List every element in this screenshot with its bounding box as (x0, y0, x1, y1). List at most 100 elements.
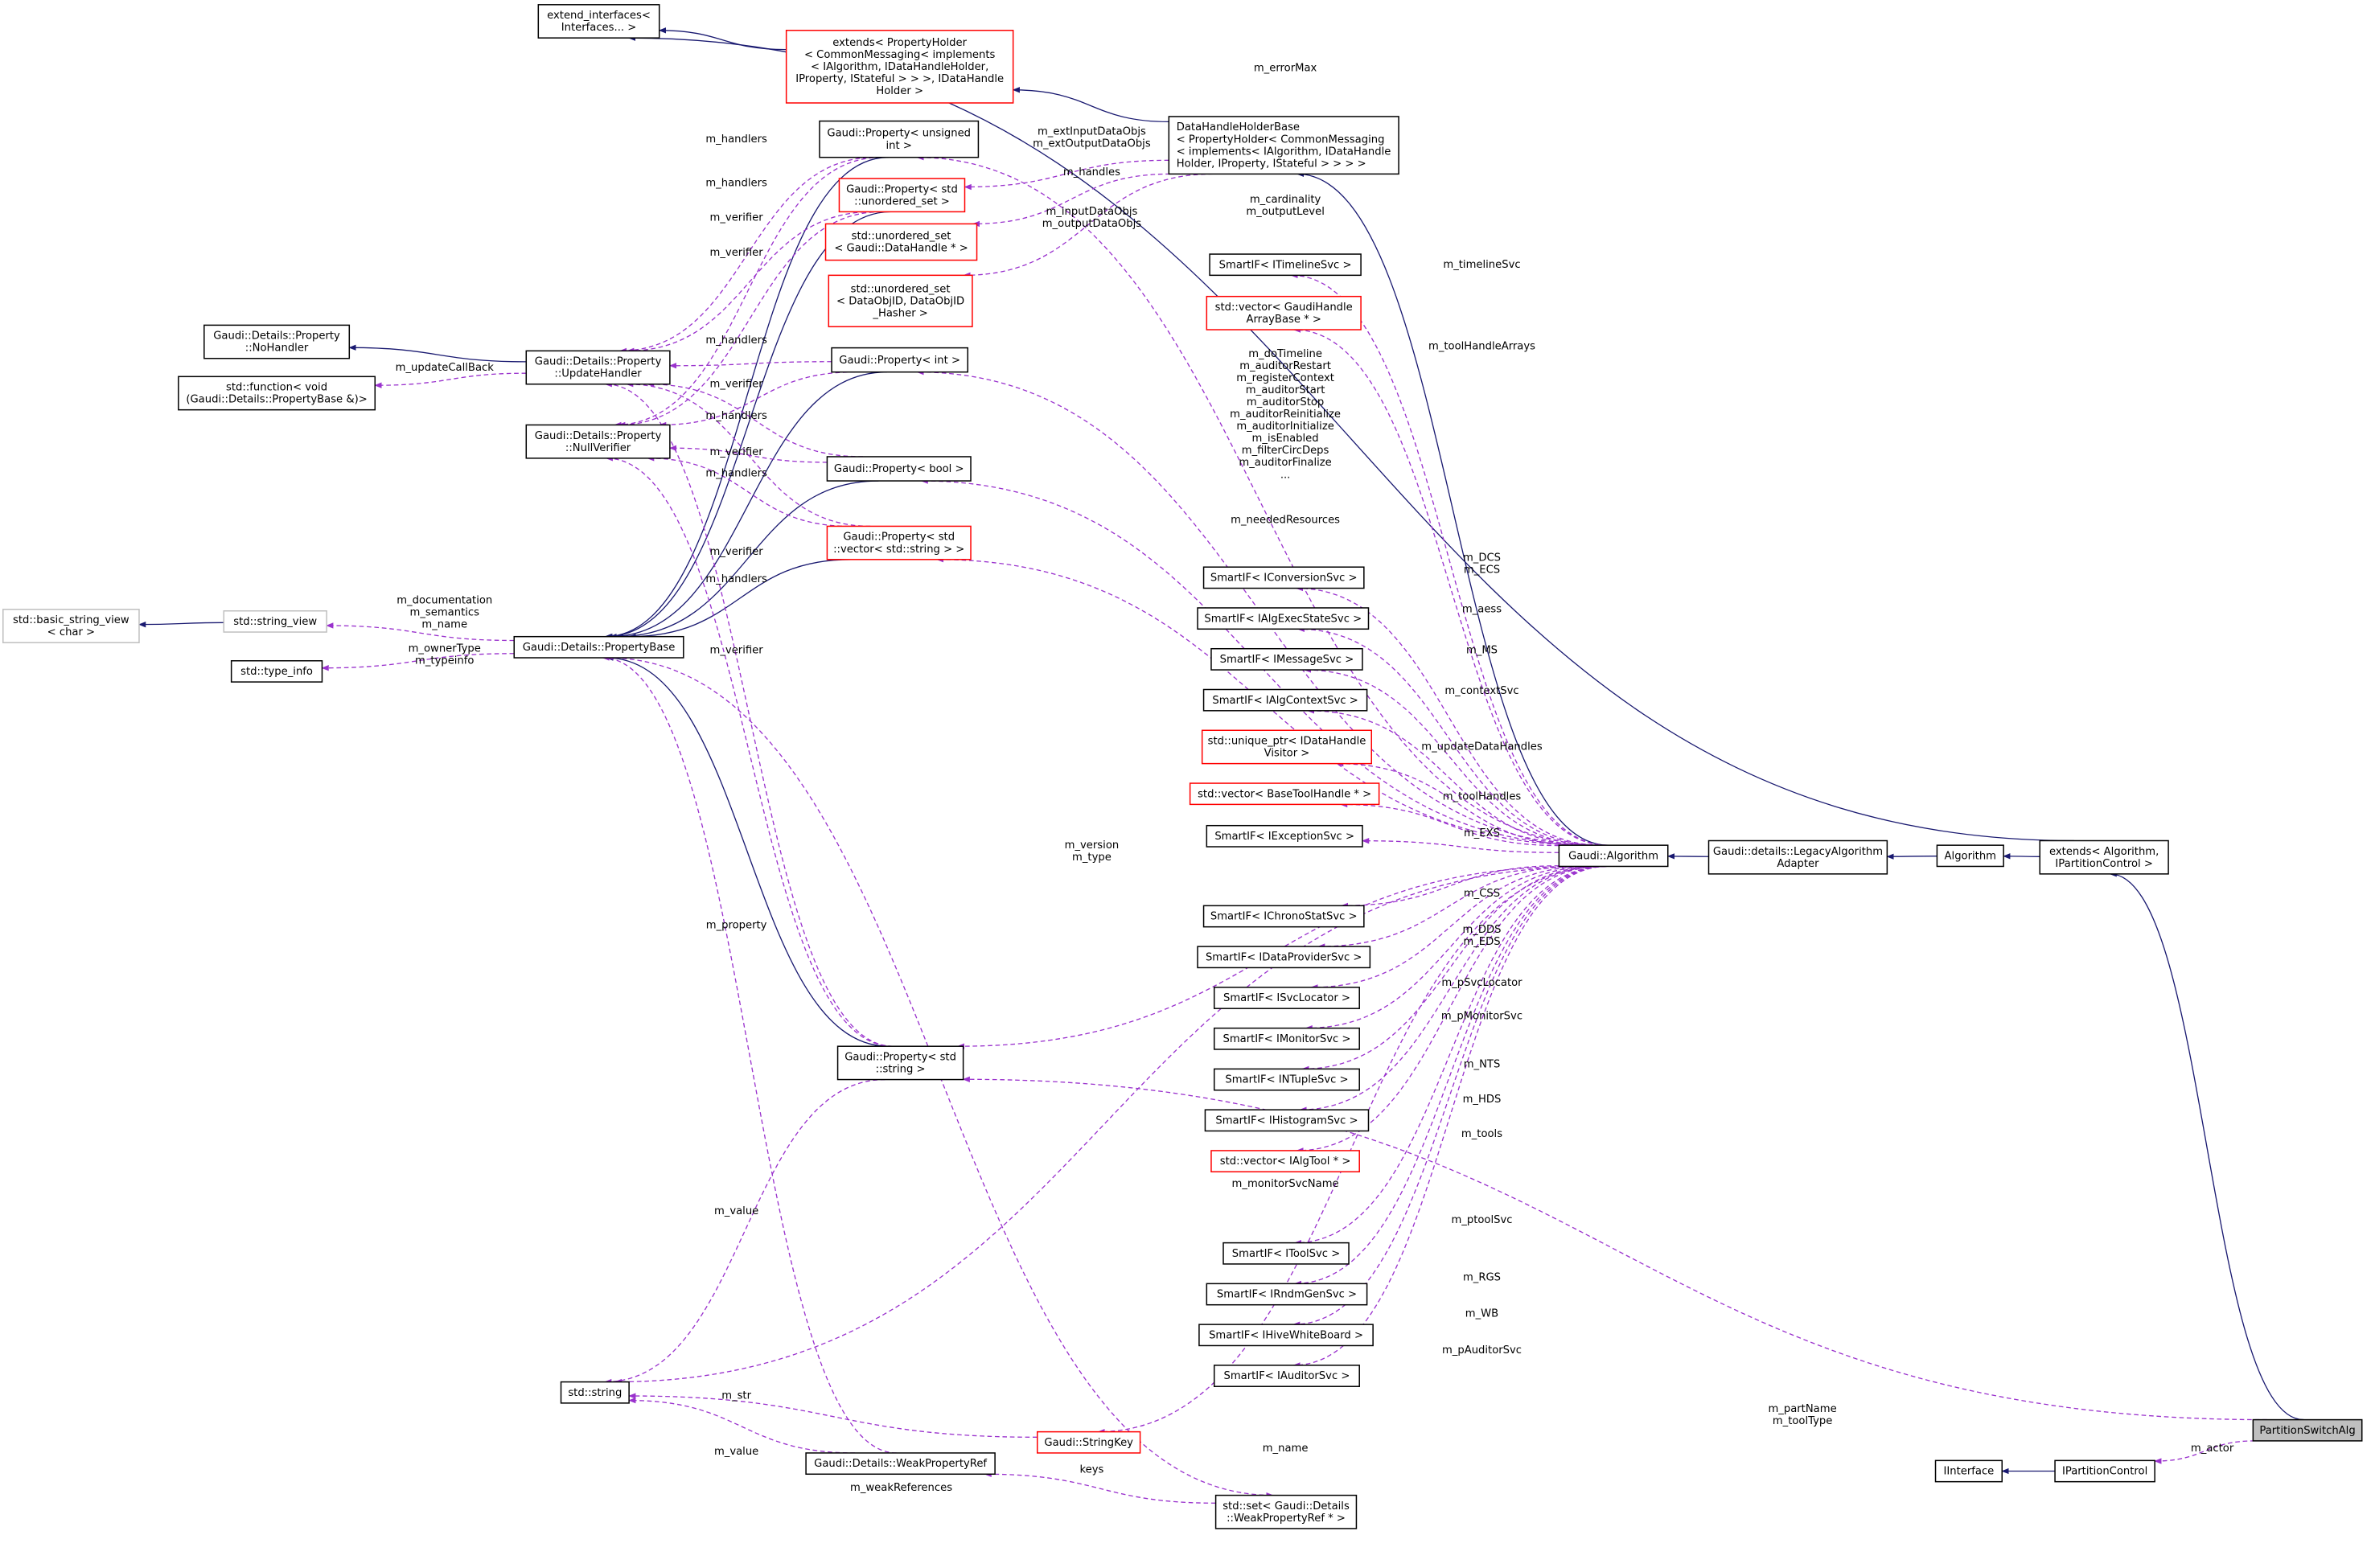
class-node-nullverifier[interactable]: Gaudi::Details::Property::NullVerifier (525, 424, 671, 459)
node-label-line: Gaudi::Details::Property (535, 356, 662, 368)
class-node-ipartitioncontrol[interactable]: IPartitionControl (2054, 1459, 2155, 1483)
class-node-set-weakref[interactable]: std::set< Gaudi::Details::WeakPropertyRe… (1214, 1494, 1358, 1529)
class-node-propertybase[interactable]: Gaudi::Details::PropertyBase (513, 635, 684, 659)
node-box (1209, 253, 1362, 277)
inheritance-edge-partitionswitchalg-to-extends-alg (2109, 871, 2304, 1421)
edge-label: m_version (1065, 839, 1120, 852)
node-label-line: Holder > (876, 85, 923, 97)
class-node-string-view[interactable]: std::string_view (223, 610, 327, 633)
class-node-rndmgen[interactable]: SmartIF< IRndmGenSvc > (1206, 1283, 1368, 1306)
usage-edge-gaudi-algorithm-to-vec-bth (1340, 801, 1559, 847)
node-label-line: std::vector< GaudiHandle (1215, 302, 1353, 314)
class-node-dataprovider[interactable]: SmartIF< IDataProviderSvc > (1197, 946, 1371, 969)
node-box (1213, 1027, 1360, 1050)
class-node-iinterface[interactable]: IInterface (1934, 1459, 2003, 1483)
node-box (1213, 1365, 1360, 1387)
node-label-line: < IAlgorithm, IDataHandleHolder, (811, 61, 988, 73)
usage-edge-gaudi-algorithm-to-chrono (1341, 865, 1559, 909)
class-node-dhhb[interactable]: DataHandleHolderBase< PropertyHolder< Co… (1168, 116, 1399, 175)
node-box (1206, 824, 1363, 848)
usage-edge-gaudi-algorithm-to-ntuple (1301, 865, 1598, 1073)
class-node-stringkey[interactable]: Gaudi::StringKey (1036, 1430, 1141, 1454)
edge-labels-layer: m_errorMax m_extInputDataObjsm_extOutputD… (396, 63, 2234, 1494)
node-label-line: std::string_view (233, 616, 317, 628)
class-node-prop-bool[interactable]: Gaudi::Property< bool > (826, 456, 972, 482)
node-box (203, 324, 351, 359)
usage-edge-gaudi-algorithm-to-toolsvc (1293, 865, 1605, 1246)
node-label-line: ::vector< std::string > > (833, 544, 964, 556)
edge-label: m_aess (1462, 604, 1502, 616)
class-node-std-string[interactable]: std::string (560, 1381, 630, 1404)
node-label-line: SmartIF< IExceptionSvc > (1214, 831, 1354, 843)
class-node-whiteboard[interactable]: SmartIF< IHiveWhiteBoard > (1198, 1324, 1374, 1347)
class-node-prop-string[interactable]: Gaudi::Property< std::string > (836, 1045, 964, 1081)
class-node-timeline[interactable]: SmartIF< ITimelineSvc > (1209, 253, 1362, 277)
class-node-partitionswitchalg[interactable]: PartitionSwitchAlg (2252, 1418, 2363, 1442)
edge-label: m_pMonitorSvc (1441, 1010, 1522, 1022)
edge-label: m_auditorFinalize (1239, 457, 1331, 469)
class-node-extend-interfaces[interactable]: extend_interfaces<Interfaces... > (537, 4, 660, 39)
class-node-execstate[interactable]: SmartIF< IAlgExecStateSvc > (1197, 607, 1370, 630)
usage-edge-gaudi-algorithm-to-monitor (1305, 865, 1595, 1032)
class-node-uset-dataobjid[interactable]: std::unordered_set< DataObjID, DataObjID… (828, 274, 973, 328)
class-node-vec-algtool[interactable]: std::vector< IAlgTool * > (1210, 1150, 1360, 1172)
edge-label: m_auditorInitialize (1236, 421, 1333, 433)
node-label-line: < DataObjID, DataObjID (836, 295, 964, 307)
class-node-message[interactable]: SmartIF< IMessageSvc > (1210, 647, 1363, 671)
class-node-weakpropref[interactable]: Gaudi::Details::WeakPropertyRef (805, 1452, 996, 1476)
class-node-auditor[interactable]: SmartIF< IAuditorSvc > (1213, 1365, 1360, 1387)
class-node-histogram[interactable]: SmartIF< IHistogramSvc > (1204, 1109, 1370, 1132)
edge-label: m_handlers (705, 177, 767, 189)
class-node-toolsvc[interactable]: SmartIF< IToolSvc > (1222, 1242, 1350, 1265)
class-node-svclocator[interactable]: SmartIF< ISvcLocator > (1213, 987, 1360, 1009)
class-node-ntuple[interactable]: SmartIF< INTupleSvc > (1213, 1068, 1360, 1091)
node-label-line: < CommonMessaging< implements (804, 49, 996, 61)
class-node-algcontext[interactable]: SmartIF< IAlgContextSvc > (1202, 688, 1368, 712)
class-node-monitor[interactable]: SmartIF< IMonitorSvc > (1213, 1027, 1360, 1050)
class-node-type-info[interactable]: std::type_info (230, 660, 323, 683)
usage-edge-dhhb-to-prop-uset (964, 159, 1169, 191)
usage-edge-stringkey-to-std-string (628, 1393, 1038, 1438)
class-node-prop-int[interactable]: Gaudi::Property< int > (831, 347, 969, 373)
node-label-line: std::function< void (226, 382, 327, 394)
node-label-line: SmartIF< IHiveWhiteBoard > (1209, 1329, 1363, 1341)
class-node-extends-propholder[interactable]: extends< PropertyHolder< CommonMessaging… (785, 30, 1014, 104)
node-label-line: SmartIF< IChronoStatSvc > (1210, 911, 1358, 923)
class-node-algorithm[interactable]: Algorithm (1936, 844, 2004, 868)
class-node-extends-alg[interactable]: extends< Algorithm,IPartitionControl > (2039, 839, 2169, 875)
edge-label: m_partName (1768, 1403, 1836, 1415)
node-label-line: std::string (568, 1387, 622, 1399)
usage-edge-gaudi-algorithm-to-histogram (1299, 865, 1601, 1113)
class-node-gaudi-algorithm[interactable]: Gaudi::Algorithm (1558, 844, 1669, 868)
class-node-conversion[interactable]: SmartIF< IConversionSvc > (1202, 566, 1365, 589)
node-box (230, 660, 323, 683)
class-node-prop-vecstr[interactable]: Gaudi::Property< std::vector< std::strin… (826, 525, 972, 560)
class-node-vec-bth[interactable]: std::vector< BaseToolHandle * > (1189, 782, 1380, 806)
class-node-updatehandler[interactable]: Gaudi::Details::Property::UpdateHandler (525, 350, 671, 385)
node-label-line: SmartIF< ISvcLocator > (1223, 992, 1350, 1004)
class-node-exception[interactable]: SmartIF< IExceptionSvc > (1206, 824, 1363, 848)
usage-edge-gaudi-algorithm-to-rndmgen (1293, 865, 1606, 1287)
node-label-line: std::type_info (240, 666, 313, 678)
node-label-line: extends< PropertyHolder (832, 37, 967, 49)
class-node-basic-string-view[interactable]: std::basic_string_view< char > (2, 609, 140, 643)
class-node-stdfunction[interactable]: std::function< void(Gaudi::Details::Prop… (178, 376, 376, 411)
class-node-nohandler[interactable]: Gaudi::Details::Property::NoHandler (203, 324, 351, 359)
node-box (560, 1381, 630, 1404)
edge-label: m_tools (1461, 1128, 1502, 1140)
class-node-uset-datahandle[interactable]: std::unordered_set< Gaudi::DataHandle * … (824, 223, 978, 261)
class-node-prop-uset[interactable]: Gaudi::Property< std::unordered_set > (838, 178, 966, 213)
usage-edge-gaudi-algorithm-to-std-string (614, 865, 1594, 1385)
edge-label: m_actor (2191, 1443, 2234, 1455)
node-box (785, 30, 1014, 104)
edge-label: m_auditorRestart (1239, 360, 1331, 372)
node-label-line: SmartIF< IConversionSvc > (1210, 573, 1358, 585)
node-label-line: Gaudi::Property< std (844, 1051, 956, 1063)
node-label-line: ::string > (876, 1064, 926, 1076)
class-node-chrono[interactable]: SmartIF< IChronoStatSvc > (1202, 905, 1365, 928)
node-label-line: _Hasher > (872, 307, 927, 319)
